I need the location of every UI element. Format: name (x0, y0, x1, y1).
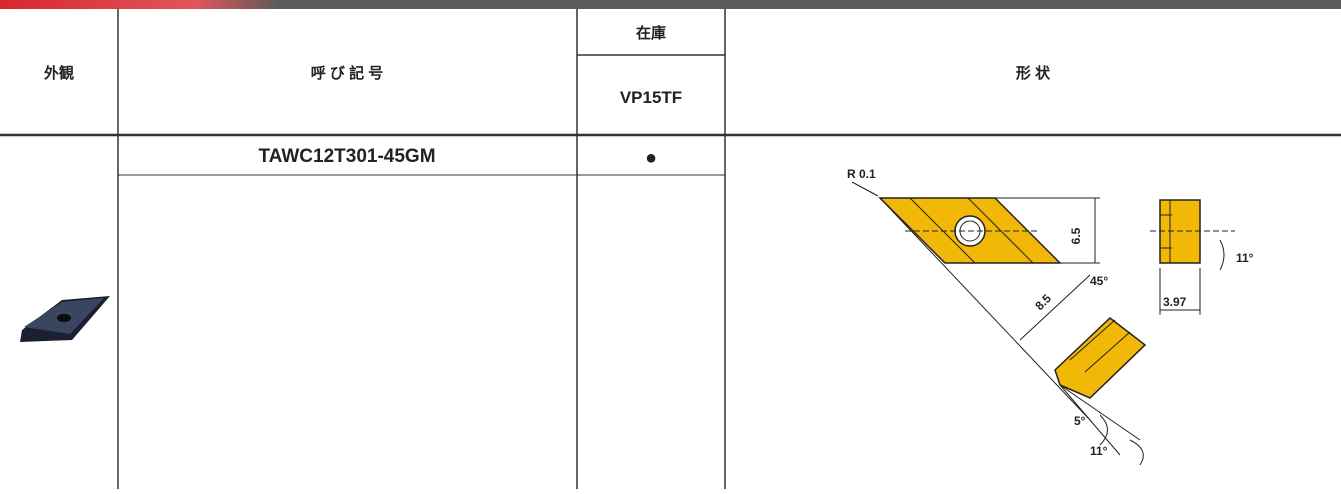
dim-height: 6.5 (1069, 227, 1083, 244)
top-accent (0, 0, 280, 9)
dim-length: 8.5 (1032, 291, 1054, 313)
header-stock: 在庫 (636, 24, 666, 42)
top-bar (0, 0, 1341, 9)
insert-photo (20, 296, 110, 342)
header-designation: 呼 び 記 号 (311, 64, 384, 82)
header-shape: 形 状 (1016, 64, 1051, 82)
dim-thickness: 3.97 (1163, 295, 1187, 309)
shape-drawing (851, 181, 1235, 466)
grid (0, 9, 1341, 489)
stock-mark: ● (645, 147, 657, 169)
designation: TAWC12T301-45GM (258, 146, 435, 167)
dim-relief-angle: 5° (1074, 414, 1086, 428)
header-appearance: 外観 (43, 64, 74, 82)
dim-clearance-angle: 11° (1090, 444, 1108, 458)
header-grade: VP15TF (620, 88, 682, 107)
dim-side-angle: 11° (1236, 251, 1254, 265)
dim-radius: R 0.1 (847, 167, 876, 181)
dim-corner-angle: 45° (1090, 274, 1108, 288)
